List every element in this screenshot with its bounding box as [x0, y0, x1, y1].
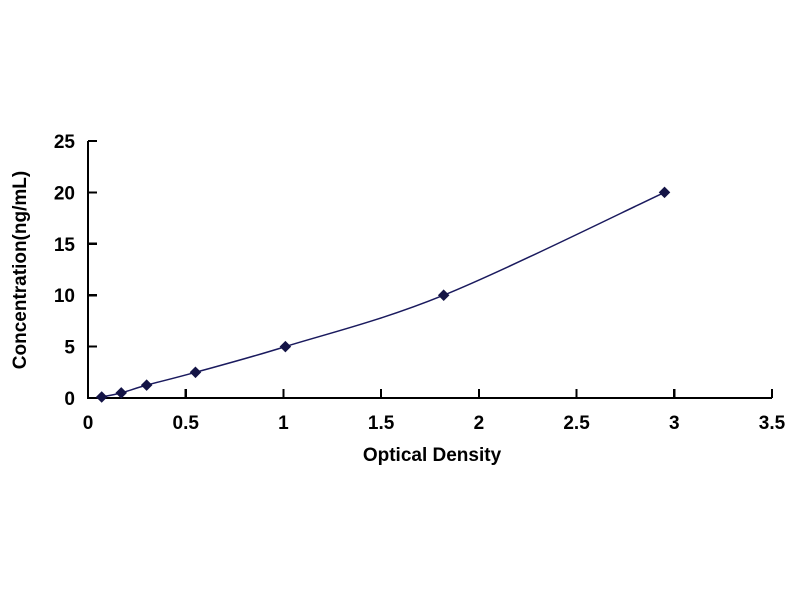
- data-point-marker: [189, 366, 202, 379]
- y-axis-title: Concentration(ng/mL): [10, 171, 31, 369]
- x-tick-label: 1.5: [368, 413, 395, 434]
- y-tick-label: 25: [54, 132, 76, 153]
- data-point-marker: [140, 379, 153, 391]
- y-tick-label: 0: [64, 389, 75, 410]
- data-point-marker: [658, 186, 671, 199]
- x-axis-ticks: 0 0.5 1 1.5 2 2.5 3 3.5: [83, 389, 786, 434]
- x-tick-label: 1: [278, 413, 289, 434]
- data-point-marker: [115, 387, 127, 399]
- x-tick-label: 2: [474, 413, 485, 434]
- y-tick-label: 20: [54, 183, 75, 204]
- data-series: [95, 186, 671, 403]
- x-axis-title: Optical Density: [363, 445, 502, 466]
- data-point-marker: [437, 289, 450, 301]
- data-point-marker: [95, 391, 108, 403]
- y-axis-ticks: 0 5 10 15 20 25: [54, 132, 97, 410]
- x-tick-label: 3.5: [759, 413, 786, 434]
- y-tick-label: 5: [64, 338, 75, 359]
- x-tick-label: 0: [83, 413, 94, 434]
- y-tick-label: 15: [54, 235, 76, 256]
- x-tick-label: 3: [669, 413, 680, 434]
- x-tick-label: 0.5: [173, 413, 200, 434]
- data-point-marker: [279, 340, 292, 353]
- y-tick-label: 10: [54, 286, 75, 307]
- x-tick-label: 2.5: [563, 413, 590, 434]
